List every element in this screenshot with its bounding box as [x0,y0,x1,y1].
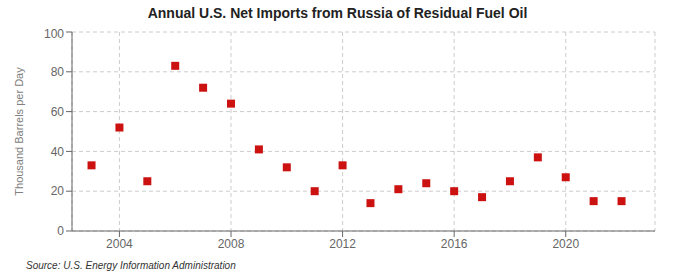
svg-text:2004: 2004 [106,237,133,251]
svg-text:2008: 2008 [218,237,245,251]
svg-text:0: 0 [57,224,64,238]
svg-text:2012: 2012 [329,237,356,251]
svg-text:60: 60 [51,105,65,119]
svg-text:100: 100 [44,27,64,41]
html-text:Annual U.S. Net Imports from R: Annual U.S. Net Imports from Russia of R… [147,5,528,21]
svg-text:20: 20 [51,184,65,198]
svg-text:Thousand Barrels per Day: Thousand Barrels per Day [13,67,25,196]
html-text:Source: U.S. Energy Informatio: Source: U.S. Energy Information Administ… [26,260,236,271]
svg-text:80: 80 [51,65,65,79]
svg-text:40: 40 [51,145,65,159]
svg-text:2016: 2016 [441,237,468,251]
svg-text:2020: 2020 [552,237,579,251]
